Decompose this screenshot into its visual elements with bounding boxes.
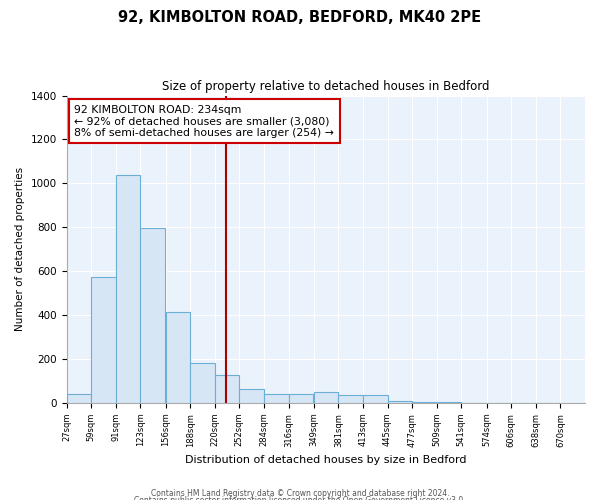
Bar [289, 394, 313, 403]
Bar [215, 376, 239, 403]
Bar [166, 312, 190, 403]
Text: Contains public sector information licensed under the Open Government Licence v3: Contains public sector information licen… [134, 496, 466, 500]
Text: 92 KIMBOLTON ROAD: 234sqm
← 92% of detached houses are smaller (3,080)
8% of sem: 92 KIMBOLTON ROAD: 234sqm ← 92% of detac… [74, 105, 334, 138]
Text: Contains HM Land Registry data © Crown copyright and database right 2024.: Contains HM Land Registry data © Crown c… [151, 488, 449, 498]
X-axis label: Distribution of detached houses by size in Bedford: Distribution of detached houses by size … [185, 455, 467, 465]
Bar [67, 394, 91, 403]
Text: 92, KIMBOLTON ROAD, BEDFORD, MK40 2PE: 92, KIMBOLTON ROAD, BEDFORD, MK40 2PE [118, 10, 482, 25]
Bar [116, 174, 140, 403]
Bar [388, 400, 412, 403]
Bar [190, 364, 215, 403]
Bar [91, 276, 116, 403]
Bar [140, 228, 165, 403]
Y-axis label: Number of detached properties: Number of detached properties [15, 167, 25, 332]
Bar [437, 402, 461, 403]
Bar [338, 396, 363, 403]
Bar [264, 394, 289, 403]
Bar [239, 388, 264, 403]
Bar [314, 392, 338, 403]
Title: Size of property relative to detached houses in Bedford: Size of property relative to detached ho… [162, 80, 490, 93]
Bar [363, 396, 388, 403]
Bar [412, 402, 437, 403]
